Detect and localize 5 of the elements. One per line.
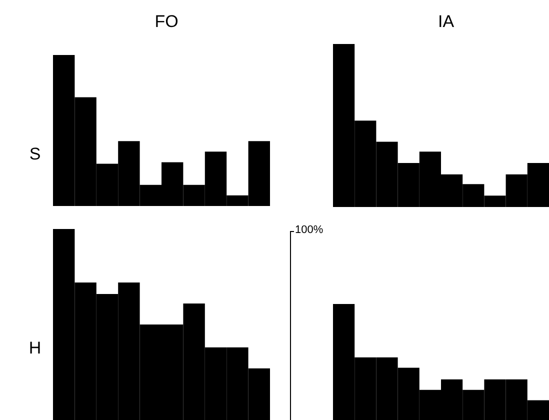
y-axis-title: S: [29, 144, 41, 164]
chart-title: FO: [154, 12, 178, 31]
y-axis-title: H: [28, 338, 42, 358]
chart-title: IA: [438, 12, 455, 31]
text: 100%: [295, 224, 324, 236]
